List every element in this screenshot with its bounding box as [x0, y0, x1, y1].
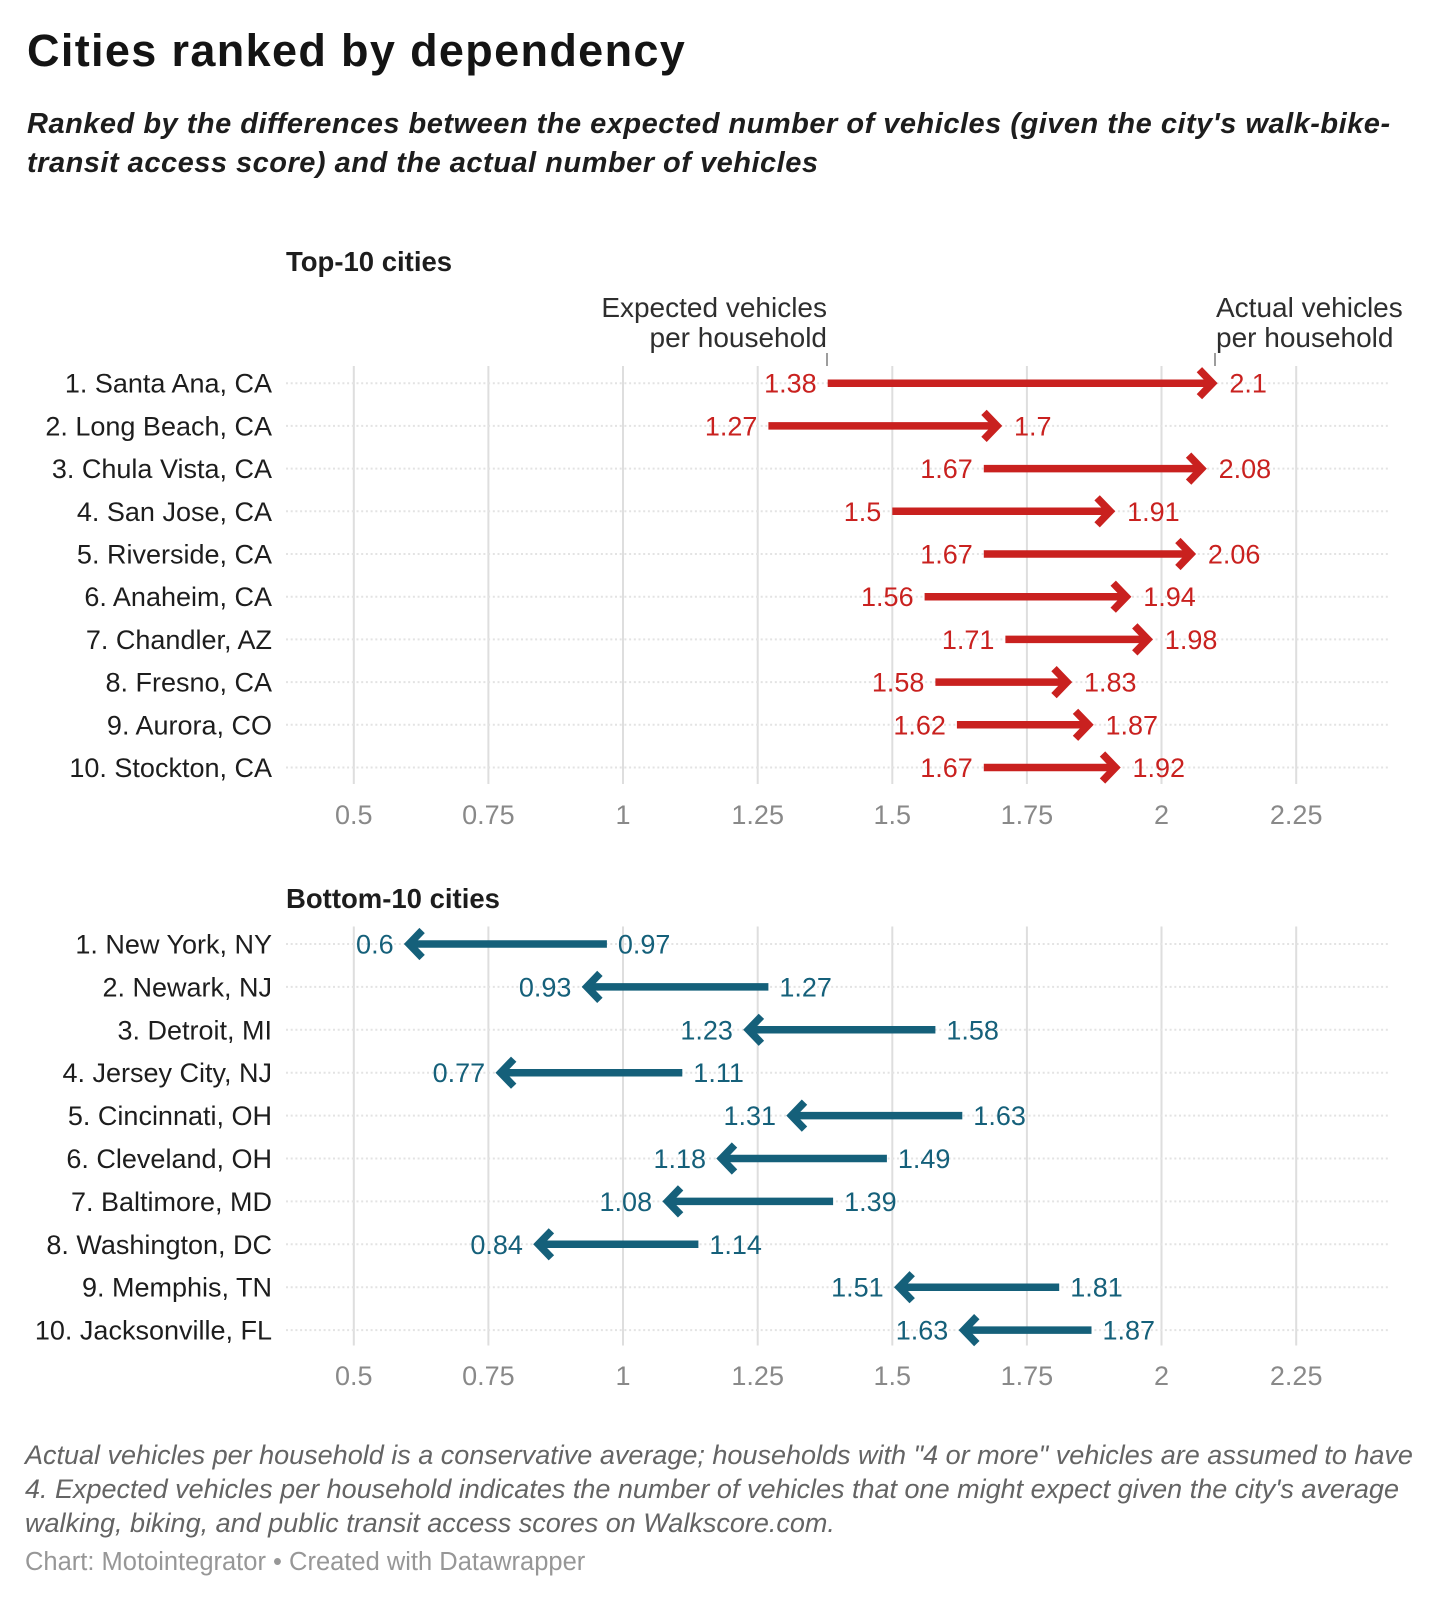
svg-text:0.84: 0.84	[470, 1230, 523, 1260]
svg-text:1.5: 1.5	[874, 800, 912, 830]
svg-text:1.75: 1.75	[1001, 1361, 1054, 1391]
svg-text:8. Fresno, CA: 8. Fresno, CA	[105, 668, 272, 698]
svg-text:Expected vehicles: Expected vehicles	[601, 292, 827, 323]
svg-text:0.93: 0.93	[519, 972, 572, 1002]
svg-text:1.58: 1.58	[872, 668, 925, 698]
svg-text:1.25: 1.25	[731, 800, 784, 830]
svg-text:Actual vehicles per household: Actual vehicles per household is a conse…	[23, 1440, 1413, 1470]
svg-text:5. Riverside, CA: 5. Riverside, CA	[77, 540, 272, 570]
svg-text:1: 1	[615, 1361, 630, 1391]
svg-text:1.67: 1.67	[920, 454, 973, 484]
svg-text:9. Aurora, CO: 9. Aurora, CO	[107, 710, 272, 740]
svg-text:1.91: 1.91	[1127, 497, 1180, 527]
svg-text:1. New York, NY: 1. New York, NY	[75, 930, 272, 960]
svg-text:1.87: 1.87	[1103, 1316, 1156, 1346]
svg-text:1.67: 1.67	[920, 540, 973, 570]
svg-text:1.51: 1.51	[831, 1273, 884, 1303]
svg-text:3. Detroit, MI: 3. Detroit, MI	[117, 1015, 272, 1045]
svg-text:6. Anaheim, CA: 6. Anaheim, CA	[84, 582, 272, 612]
svg-text:1.5: 1.5	[844, 497, 882, 527]
svg-text:2.1: 2.1	[1229, 369, 1267, 399]
svg-text:4. San Jose, CA: 4. San Jose, CA	[77, 497, 272, 527]
svg-text:10. Stockton, CA: 10. Stockton, CA	[69, 753, 272, 783]
svg-text:1. Santa Ana, CA: 1. Santa Ana, CA	[65, 369, 272, 399]
svg-text:1.67: 1.67	[920, 753, 973, 783]
svg-text:1.11: 1.11	[693, 1058, 744, 1088]
svg-text:1.62: 1.62	[893, 710, 946, 740]
svg-text:Chart: Motointegrator • Create: Chart: Motointegrator • Created with Dat…	[25, 1548, 586, 1576]
svg-text:1.49: 1.49	[898, 1144, 951, 1174]
svg-text:4. Jersey City, NJ: 4. Jersey City, NJ	[62, 1058, 272, 1088]
svg-text:0.5: 0.5	[335, 1361, 373, 1391]
svg-text:2. Long Beach, CA: 2. Long Beach, CA	[45, 411, 272, 441]
svg-text:1.75: 1.75	[1001, 800, 1054, 830]
svg-text:Cities ranked by dependency: Cities ranked by dependency	[27, 25, 686, 76]
svg-text:0.75: 0.75	[462, 800, 515, 830]
svg-text:Top-10 cities: Top-10 cities	[286, 246, 452, 277]
svg-text:7. Chandler, AZ: 7. Chandler, AZ	[86, 625, 272, 655]
svg-text:1.18: 1.18	[653, 1144, 706, 1174]
svg-text:2.08: 2.08	[1219, 454, 1272, 484]
svg-text:0.5: 0.5	[335, 800, 373, 830]
svg-text:1.31: 1.31	[723, 1101, 776, 1131]
svg-text:2.25: 2.25	[1270, 1361, 1323, 1391]
svg-text:10. Jacksonville, FL: 10. Jacksonville, FL	[35, 1316, 272, 1346]
svg-text:1.25: 1.25	[731, 1361, 784, 1391]
svg-text:Ranked by the differences betw: Ranked by the differences between the ex…	[27, 108, 1391, 140]
svg-text:per household: per household	[1216, 322, 1393, 353]
svg-text:1.87: 1.87	[1106, 710, 1159, 740]
svg-text:1.7: 1.7	[1014, 411, 1052, 441]
svg-text:1.71: 1.71	[942, 625, 995, 655]
svg-text:1.63: 1.63	[973, 1101, 1026, 1131]
svg-text:1.94: 1.94	[1143, 582, 1196, 612]
svg-text:1.5: 1.5	[874, 1361, 912, 1391]
svg-text:2: 2	[1154, 800, 1169, 830]
svg-text:1.38: 1.38	[764, 369, 817, 399]
svg-text:transit access score) and the: transit access score) and the actual num…	[27, 147, 818, 179]
svg-text:9. Memphis, TN: 9. Memphis, TN	[82, 1273, 272, 1303]
svg-text:0.97: 0.97	[618, 930, 671, 960]
svg-text:0.75: 0.75	[462, 1361, 515, 1391]
svg-text:2.06: 2.06	[1208, 540, 1261, 570]
svg-text:7. Baltimore, MD: 7. Baltimore, MD	[71, 1187, 272, 1217]
svg-text:1.58: 1.58	[946, 1015, 999, 1045]
svg-text:5. Cincinnati, OH: 5. Cincinnati, OH	[68, 1101, 272, 1131]
svg-text:per household: per household	[650, 322, 827, 353]
svg-text:1.39: 1.39	[844, 1187, 897, 1217]
svg-text:1: 1	[615, 800, 630, 830]
svg-text:2: 2	[1154, 1361, 1169, 1391]
svg-text:Bottom-10 cities: Bottom-10 cities	[286, 883, 500, 914]
svg-text:1.98: 1.98	[1165, 625, 1218, 655]
svg-text:0.6: 0.6	[356, 930, 394, 960]
svg-text:3. Chula Vista, CA: 3. Chula Vista, CA	[52, 454, 272, 484]
svg-text:8. Washington, DC: 8. Washington, DC	[46, 1230, 272, 1260]
svg-text:1.27: 1.27	[705, 411, 758, 441]
svg-text:walking, biking, and public tr: walking, biking, and public transit acce…	[25, 1508, 835, 1538]
svg-text:1.14: 1.14	[709, 1230, 762, 1260]
svg-text:1.83: 1.83	[1084, 668, 1137, 698]
svg-text:4. Expected vehicles per house: 4. Expected vehicles per household indic…	[25, 1474, 1399, 1504]
svg-text:2.25: 2.25	[1270, 800, 1323, 830]
svg-text:6. Cleveland, OH: 6. Cleveland, OH	[66, 1144, 272, 1174]
svg-text:1.92: 1.92	[1133, 753, 1186, 783]
svg-text:Actual vehicles: Actual vehicles	[1216, 292, 1403, 323]
svg-text:1.63: 1.63	[896, 1316, 949, 1346]
svg-text:1.23: 1.23	[680, 1015, 733, 1045]
svg-text:1.27: 1.27	[779, 972, 832, 1002]
svg-text:0.77: 0.77	[433, 1058, 486, 1088]
svg-text:1.56: 1.56	[861, 582, 914, 612]
svg-text:1.81: 1.81	[1070, 1273, 1123, 1303]
svg-text:2. Newark, NJ: 2. Newark, NJ	[102, 972, 272, 1002]
svg-text:1.08: 1.08	[600, 1187, 653, 1217]
